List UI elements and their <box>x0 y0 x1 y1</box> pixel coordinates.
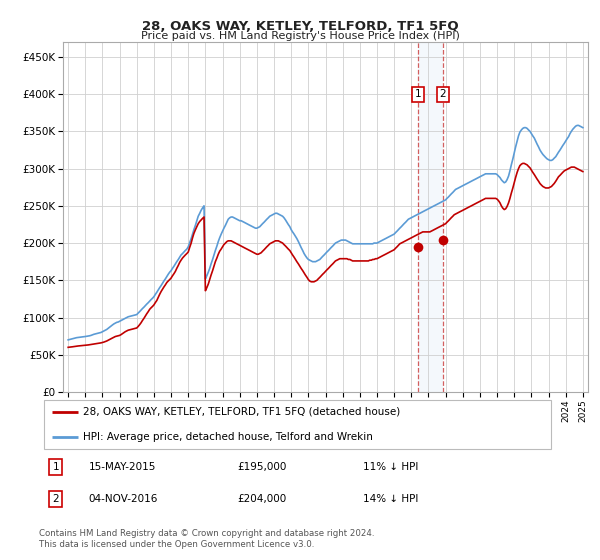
Text: 11% ↓ HPI: 11% ↓ HPI <box>362 462 418 472</box>
Text: HPI: Average price, detached house, Telford and Wrekin: HPI: Average price, detached house, Telf… <box>83 432 373 442</box>
Text: 2: 2 <box>440 89 446 99</box>
Text: 2: 2 <box>52 494 59 504</box>
FancyBboxPatch shape <box>44 400 551 449</box>
Text: 28, OAKS WAY, KETLEY, TELFORD, TF1 5FQ (detached house): 28, OAKS WAY, KETLEY, TELFORD, TF1 5FQ (… <box>83 407 401 417</box>
Text: 1: 1 <box>415 89 421 99</box>
Text: 04-NOV-2016: 04-NOV-2016 <box>89 494 158 504</box>
Text: £204,000: £204,000 <box>238 494 287 504</box>
Text: 1: 1 <box>52 462 59 472</box>
Bar <box>418 42 443 392</box>
Text: 15-MAY-2015: 15-MAY-2015 <box>89 462 156 472</box>
Text: 28, OAKS WAY, KETLEY, TELFORD, TF1 5FQ: 28, OAKS WAY, KETLEY, TELFORD, TF1 5FQ <box>142 20 458 32</box>
Text: 14% ↓ HPI: 14% ↓ HPI <box>362 494 418 504</box>
Text: Price paid vs. HM Land Registry's House Price Index (HPI): Price paid vs. HM Land Registry's House … <box>140 31 460 41</box>
Text: Contains HM Land Registry data © Crown copyright and database right 2024.
This d: Contains HM Land Registry data © Crown c… <box>39 529 374 549</box>
Text: £195,000: £195,000 <box>238 462 287 472</box>
